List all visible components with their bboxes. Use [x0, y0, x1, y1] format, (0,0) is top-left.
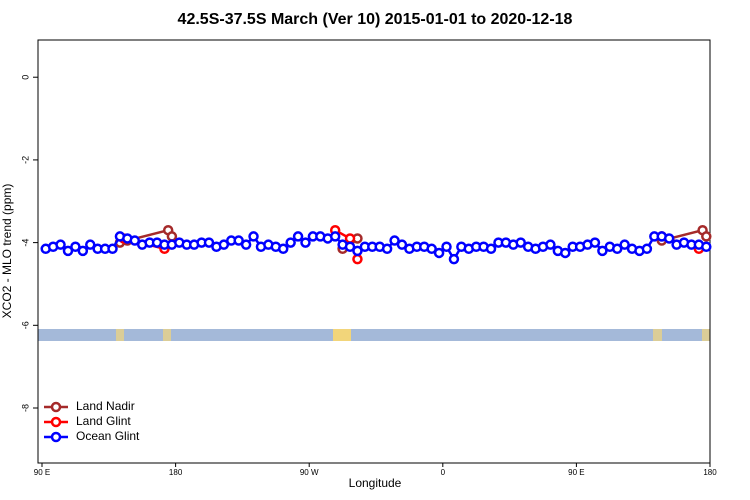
- point: [448, 253, 460, 265]
- point: [277, 243, 289, 255]
- point: [381, 243, 393, 255]
- point: [352, 253, 363, 265]
- land-strip: [116, 329, 124, 341]
- x-tick-label: 90 E: [568, 468, 584, 477]
- point: [285, 237, 296, 248]
- y-tick-label: -8: [20, 404, 30, 412]
- legend-marker: [50, 401, 62, 413]
- y-tick-label: -2: [20, 156, 30, 164]
- surface-strip: [38, 329, 710, 341]
- legend-marker: [50, 416, 62, 428]
- point: [701, 241, 712, 252]
- point: [233, 235, 244, 246]
- point: [441, 241, 452, 252]
- land-strip: [653, 329, 662, 341]
- point: [701, 231, 712, 242]
- x-tick-label: 180: [169, 468, 183, 477]
- x-tick-label: 180: [703, 468, 717, 477]
- legend-label: Land Glint: [76, 414, 131, 428]
- point: [560, 247, 571, 259]
- land-strip: [333, 329, 351, 341]
- point: [344, 233, 356, 244]
- y-tick-label: -6: [20, 321, 30, 329]
- point: [396, 239, 408, 250]
- land-strip: [163, 329, 171, 341]
- point: [389, 235, 400, 246]
- legend-marker: [50, 431, 62, 443]
- point: [107, 243, 118, 255]
- point: [129, 235, 141, 246]
- point: [426, 243, 437, 255]
- x-axis-label: Longitude: [349, 476, 402, 490]
- point: [70, 241, 81, 252]
- y-tick-label: 0: [20, 75, 30, 80]
- x-tick-label: 90 E: [34, 468, 50, 477]
- point: [62, 245, 74, 257]
- x-tick-label: 90 W: [300, 468, 319, 477]
- point: [240, 239, 252, 250]
- point: [166, 231, 178, 242]
- point: [344, 241, 356, 252]
- legend-label: Land Nadir: [76, 399, 135, 413]
- y-axis-label: XCO2 - MLO trend (ppm): [0, 184, 14, 319]
- point: [203, 237, 215, 248]
- point: [352, 245, 363, 257]
- legend-label: Ocean Glint: [76, 429, 140, 443]
- point: [545, 239, 556, 250]
- point: [292, 231, 304, 242]
- point: [55, 239, 66, 250]
- point: [663, 233, 675, 244]
- point: [300, 237, 311, 248]
- point: [641, 243, 653, 255]
- ocean-strip: [38, 329, 710, 341]
- point: [433, 247, 445, 259]
- point: [611, 243, 623, 255]
- x-tick-label: 0: [441, 468, 446, 477]
- point: [589, 237, 601, 248]
- point: [248, 231, 259, 242]
- land-strip: [702, 329, 710, 341]
- point: [218, 239, 230, 250]
- point: [85, 239, 96, 250]
- plot-frame: [37, 39, 711, 464]
- y-tick-label: -4: [20, 239, 30, 247]
- point: [485, 243, 497, 255]
- point: [77, 245, 89, 257]
- chart-title: 42.5S-37.5S March (Ver 10) 2015-01-01 to…: [178, 11, 573, 28]
- point: [597, 245, 608, 257]
- point: [619, 239, 630, 250]
- point: [329, 231, 341, 242]
- point: [515, 237, 526, 248]
